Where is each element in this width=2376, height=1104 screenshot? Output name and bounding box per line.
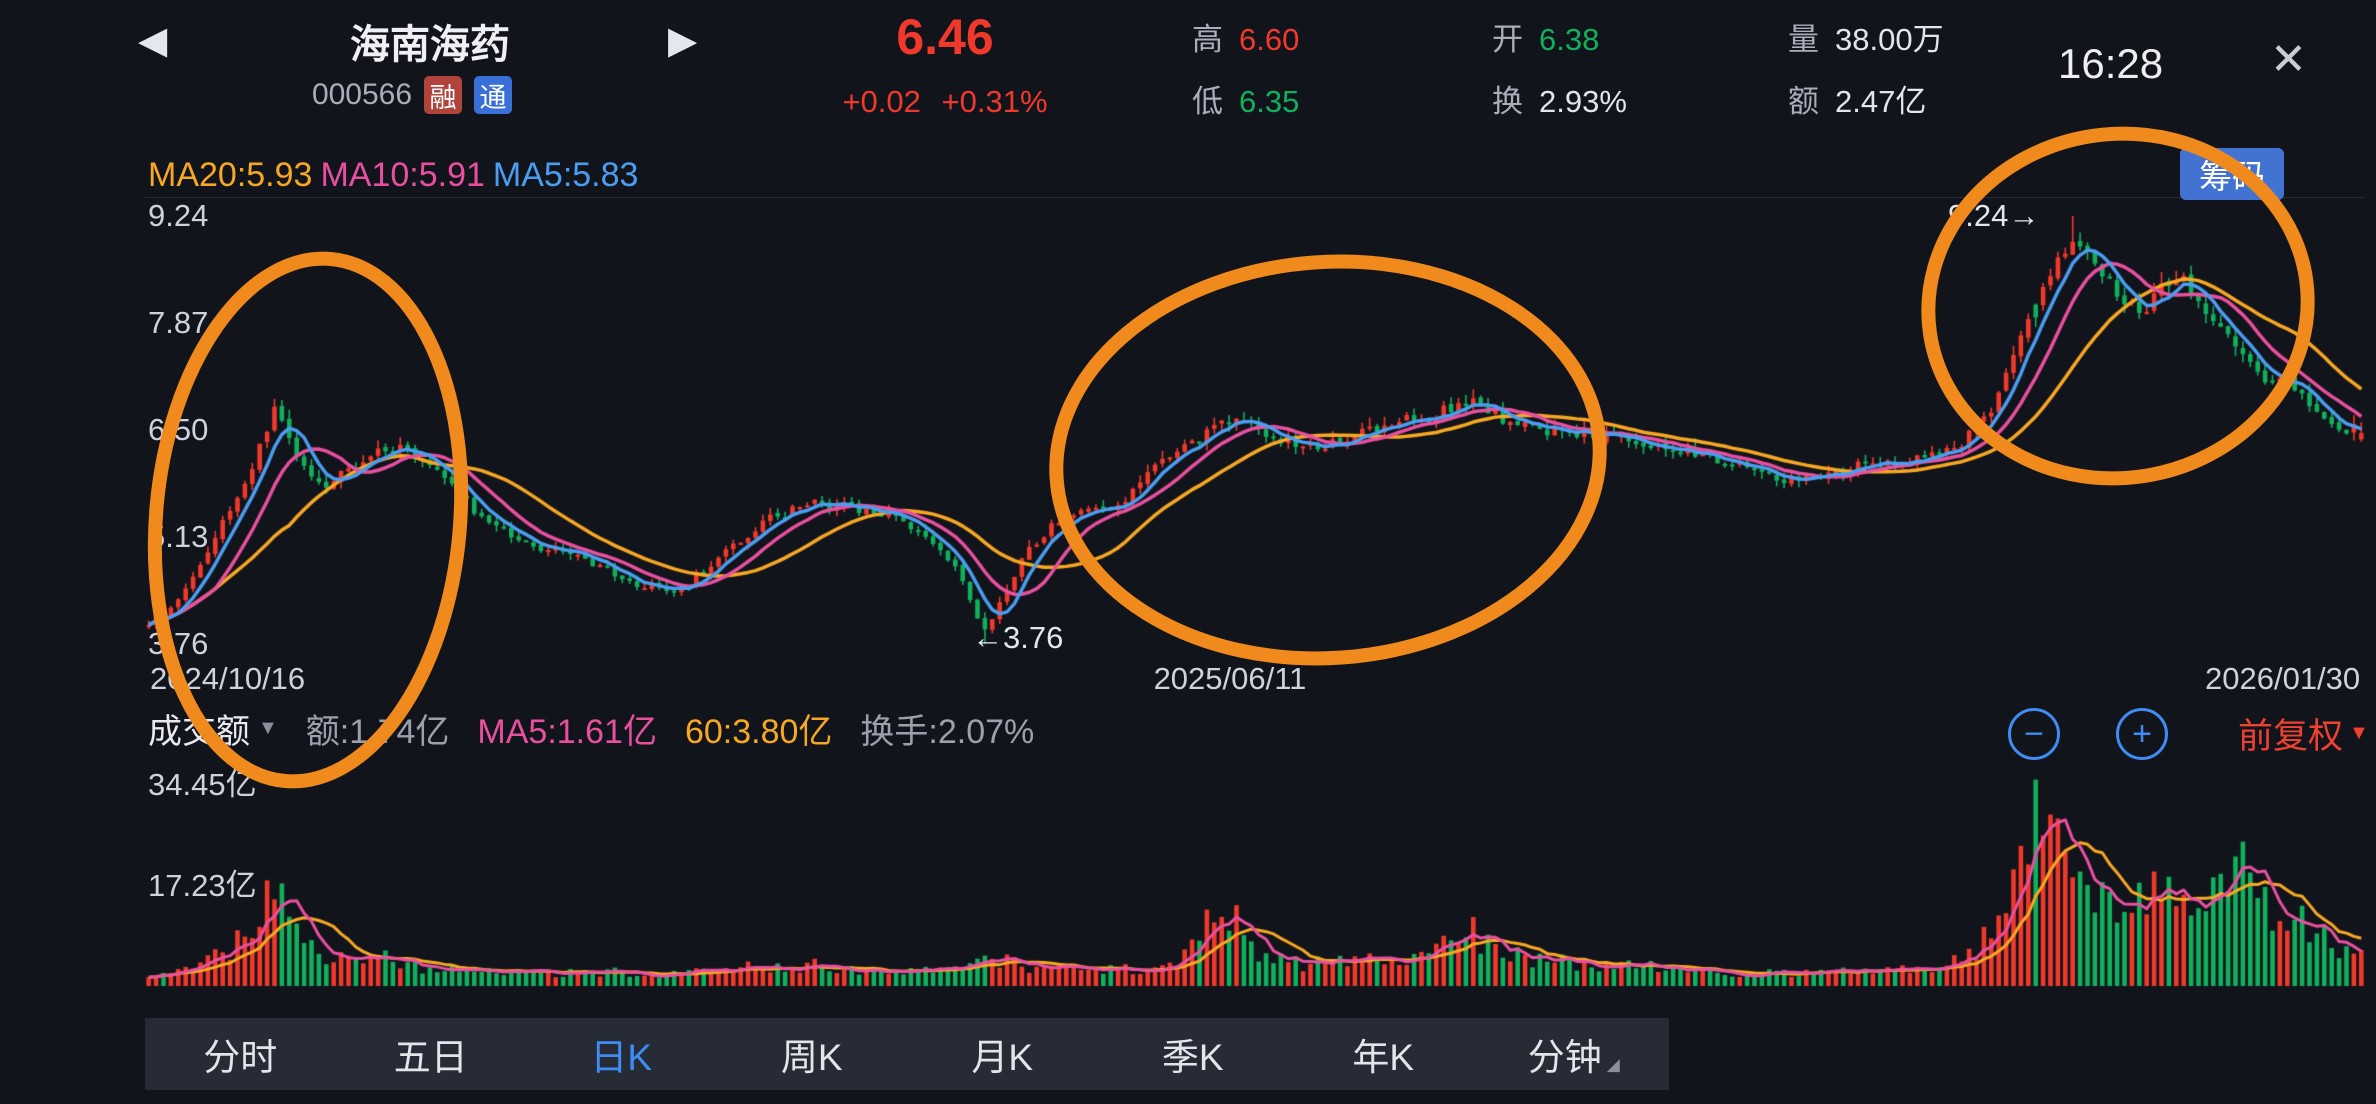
ma5-label: MA5:5.83 bbox=[492, 156, 639, 194]
connect-badge: 通 bbox=[474, 76, 513, 114]
volume-info-row: 成交额 ▼ 额:1.74亿 MA5:1.61亿 60:3.80亿 换手:2.07… bbox=[148, 704, 1034, 753]
tab-fenzhong[interactable]: 分钟 ◢ bbox=[1479, 1018, 1670, 1090]
volume-axis-label: 17.23亿 bbox=[148, 868, 257, 903]
price-axis-label: 7.87 bbox=[148, 305, 209, 340]
stat-label: 额 bbox=[1788, 84, 1819, 119]
stat-label: 高 bbox=[1192, 22, 1223, 57]
ma10-label: MA10:5.91 bbox=[320, 156, 485, 194]
close-icon[interactable]: ✕ bbox=[2270, 35, 2307, 84]
stock-code: 000566 bbox=[311, 78, 413, 111]
ma-legend: MA20:5.93 MA10:5.91 MA5:5.83 bbox=[148, 156, 638, 195]
stat-low: 低 6.35 bbox=[1192, 84, 1299, 120]
stat-volume: 量 38.00万 bbox=[1788, 22, 1944, 58]
high-annotation: 9.24→ bbox=[1948, 198, 2040, 233]
date-axis-label: 2025/06/11 bbox=[1153, 661, 1307, 696]
tab-niank[interactable]: 年K bbox=[1352, 1037, 1415, 1078]
tab-yuek[interactable]: 月K bbox=[971, 1037, 1034, 1078]
stat-value: 6.35 bbox=[1239, 84, 1300, 119]
volume-axis-label: 34.45亿 bbox=[148, 767, 257, 802]
stat-value: 2.47亿 bbox=[1835, 84, 1927, 119]
tab-fenshi[interactable]: 分时 bbox=[203, 1037, 278, 1078]
vol-amount-label: 额:1.74亿 bbox=[305, 713, 450, 751]
tab-rik[interactable]: 日K bbox=[590, 1037, 653, 1078]
price-change-pct: +0.31% bbox=[941, 84, 1048, 119]
price-chart-canvas[interactable] bbox=[145, 170, 2365, 670]
price-axis-label: 3.76 bbox=[148, 626, 209, 661]
stat-value: 6.60 bbox=[1239, 22, 1300, 57]
vol-ma5-label: MA5:1.61亿 bbox=[477, 713, 657, 751]
period-tab-bar: 分时 五日 日K 周K 月K 季K 年K 分钟 ◢ bbox=[145, 1018, 1669, 1090]
volume-chart-canvas[interactable] bbox=[145, 748, 2365, 993]
stat-value: 6.38 bbox=[1539, 22, 1600, 57]
price-change: +0.02 bbox=[842, 84, 921, 119]
stat-turnover: 换 2.93% bbox=[1492, 84, 1627, 120]
price-change-row: +0.02 +0.31% bbox=[820, 84, 1070, 120]
price-axis-label: 5.13 bbox=[148, 519, 209, 554]
date-axis-label: 2026/01/30 bbox=[2205, 661, 2361, 696]
stat-high: 高 6.60 bbox=[1192, 22, 1299, 58]
low-annotation: ←3.76 bbox=[972, 620, 1064, 655]
volume-type-label: 成交额 bbox=[148, 713, 250, 751]
chip-distribution-button[interactable]: 筹码 bbox=[2180, 148, 2284, 200]
clock-time: 16:28 bbox=[2058, 40, 2164, 87]
stat-label: 换 bbox=[1492, 84, 1523, 119]
stat-value: 38.00万 bbox=[1835, 22, 1944, 57]
forward-button[interactable]: ▶ bbox=[668, 20, 698, 62]
zoom-in-button[interactable]: + bbox=[2116, 708, 2168, 760]
page-title: 海南海药 bbox=[350, 23, 510, 67]
stat-label: 量 bbox=[1788, 22, 1819, 57]
tab-fenzhong-label: 分钟 bbox=[1527, 1037, 1602, 1078]
volume-type-selector[interactable]: 成交额 ▼ bbox=[148, 704, 278, 753]
vol-ma60-label: 60:3.80亿 bbox=[684, 713, 833, 751]
stat-amount: 额 2.47亿 bbox=[1788, 84, 1926, 120]
stock-code-row: 000566 融 通 bbox=[282, 76, 542, 114]
adjust-mode-label: 前复权 bbox=[2238, 717, 2344, 756]
ma20-label: MA20:5.93 bbox=[148, 156, 313, 194]
caret-down-icon: ▼ bbox=[258, 717, 278, 739]
tab-jik[interactable]: 季K bbox=[1161, 1037, 1224, 1078]
price-axis-label: 6.50 bbox=[148, 412, 209, 447]
vol-turnover-label: 换手:2.07% bbox=[860, 713, 1035, 751]
zoom-out-button[interactable]: − bbox=[2008, 708, 2060, 760]
stat-value: 2.93% bbox=[1539, 84, 1627, 119]
adjust-mode-button[interactable]: 前复权 ▼ bbox=[2238, 708, 2369, 759]
caret-down-icon: ▼ bbox=[2349, 722, 2369, 744]
price-axis-label: 9.24 bbox=[148, 198, 209, 233]
date-axis-label: 2024/10/16 bbox=[150, 661, 306, 696]
stat-open: 开 6.38 bbox=[1492, 22, 1599, 58]
tab-zhouk[interactable]: 周K bbox=[780, 1037, 843, 1078]
current-price: 6.46 bbox=[896, 9, 994, 65]
stat-label: 开 bbox=[1492, 22, 1523, 57]
corner-triangle-icon: ◢ bbox=[1606, 1055, 1620, 1074]
stat-label: 低 bbox=[1192, 84, 1223, 119]
back-button[interactable]: ◀ bbox=[138, 20, 168, 62]
margin-badge: 融 bbox=[424, 76, 463, 114]
tab-wuri[interactable]: 五日 bbox=[393, 1037, 468, 1078]
